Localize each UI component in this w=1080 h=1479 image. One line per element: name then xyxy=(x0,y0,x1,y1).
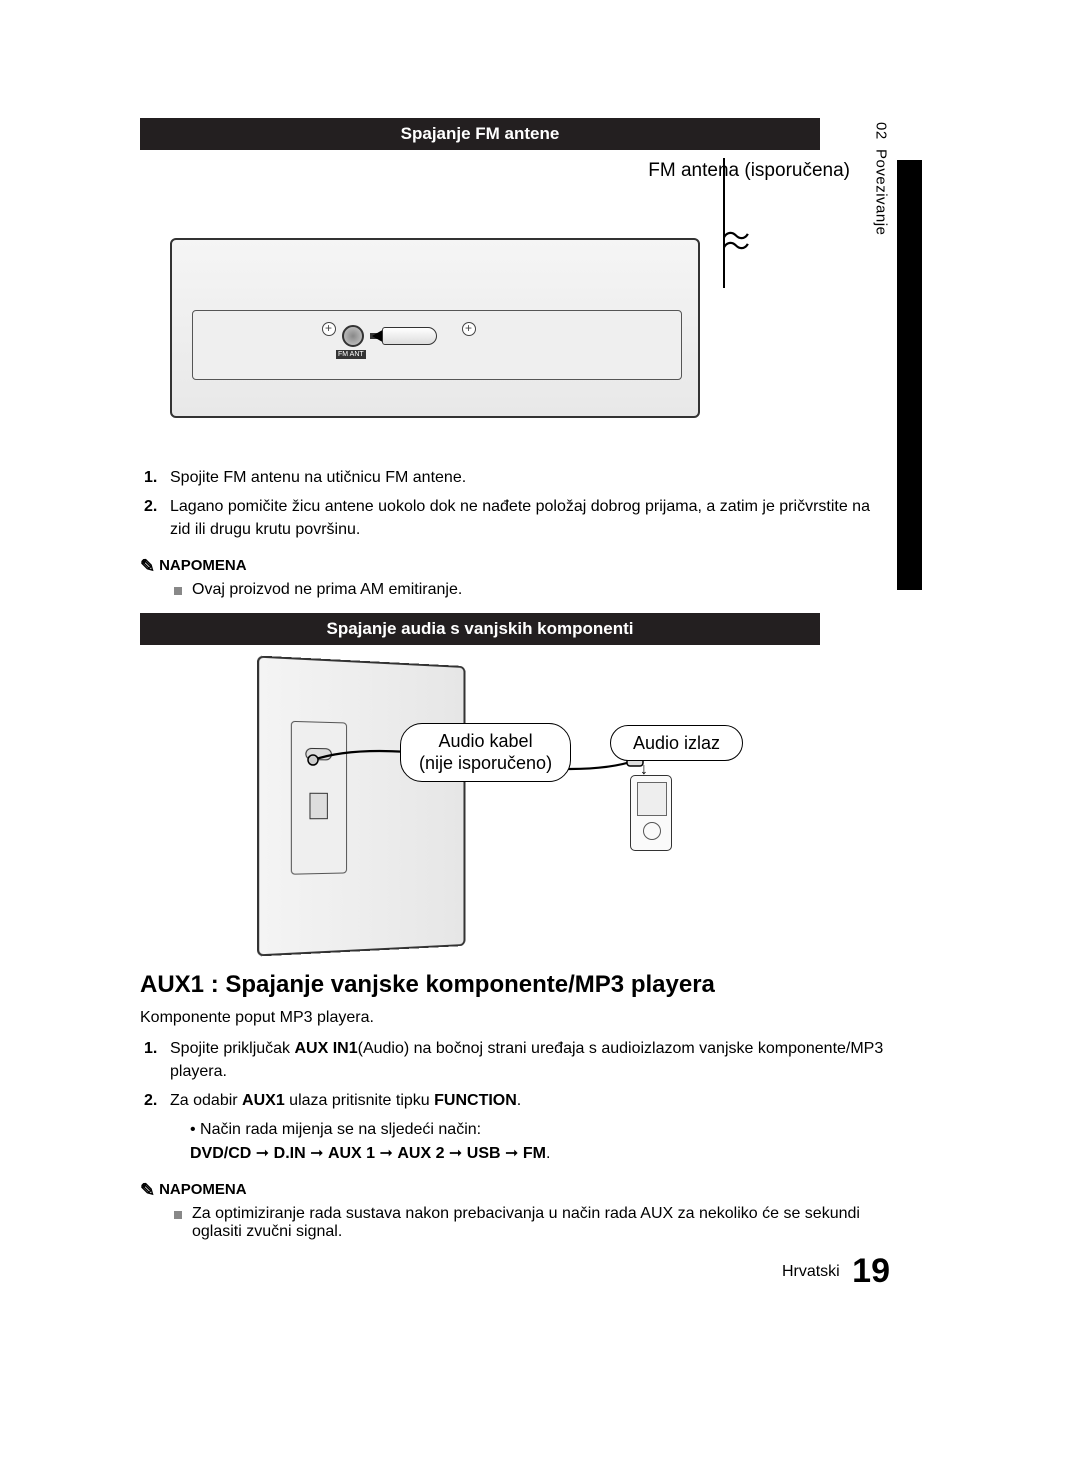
bullet-dot-icon xyxy=(190,1121,200,1138)
note-label: NAPOMENA xyxy=(159,1181,247,1198)
step-number: 2. xyxy=(144,495,170,541)
note-icon: ✎ xyxy=(140,1180,155,1200)
step-number: 2. xyxy=(144,1089,170,1112)
mp3-wheel xyxy=(643,822,661,840)
note-label: NAPOMENA xyxy=(159,557,247,574)
screw-icon xyxy=(322,322,336,336)
callout-audio-cable: Audio kabel (nije isporučeno) xyxy=(400,723,571,782)
device-panel xyxy=(192,310,682,380)
section2-title-bar: Spajanje audia s vanjskih komponenti xyxy=(140,613,820,645)
device-rear-illustration: FM ANT xyxy=(170,238,700,418)
figure-aux-connection: Audio kabel (nije isporučeno) Audio izla… xyxy=(140,655,820,955)
callout-line2: (nije isporučeno) xyxy=(419,753,552,773)
callout-line1: Audio kabel xyxy=(439,731,533,751)
footer-page-number: 19 xyxy=(852,1252,890,1290)
page-footer: Hrvatski 19 xyxy=(782,1252,890,1291)
step-number: 1. xyxy=(144,1037,170,1083)
section1-steps: 1.Spojite FM antenu na utičnicu FM anten… xyxy=(144,466,890,542)
note-text: Za optimiziranje rada sustava nakon preb… xyxy=(192,1205,890,1241)
note-heading: ✎NAPOMENA xyxy=(140,1180,890,1201)
list-item: 2. Za odabir AUX1 ulaza pritisnite tipku… xyxy=(144,1089,890,1112)
step-text: Lagano pomičite žicu antene uokolo dok n… xyxy=(170,495,890,541)
bullet-square-icon xyxy=(174,587,182,595)
callout-audio-out: Audio izlaz xyxy=(610,725,743,762)
fm-antenna-port xyxy=(342,325,364,347)
antenna-wave-icon: 〜〜 xyxy=(722,232,750,252)
list-item: 2.Lagano pomičite žicu antene uokolo dok… xyxy=(144,495,890,541)
aux1-heading: AUX1 : Spajanje vanjske komponente/MP3 p… xyxy=(140,971,890,999)
section2-steps: 1. Spojite priključak AUX IN1(Audio) na … xyxy=(144,1037,890,1113)
footer-lang: Hrvatski xyxy=(782,1263,840,1280)
list-item: 1. Spojite priključak AUX IN1(Audio) na … xyxy=(144,1037,890,1083)
side-tab-marker xyxy=(897,160,922,590)
note-text: Ovaj proizvod ne prima AM emitiranje. xyxy=(192,581,462,599)
figure-fm-antenna: 〜〜 FM ANT xyxy=(140,188,820,448)
mode-change-note: Način rada mijenja se na sljedeći način:… xyxy=(190,1118,890,1166)
usb-slot xyxy=(309,792,327,819)
note-body: Za optimiziranje rada sustava nakon preb… xyxy=(174,1205,890,1241)
note-body: Ovaj proizvod ne prima AM emitiranje. xyxy=(174,581,890,599)
mp3-player-illustration xyxy=(630,775,672,851)
list-item: 1.Spojite FM antenu na utičnicu FM anten… xyxy=(144,466,890,489)
section1-title-bar: Spajanje FM antene xyxy=(140,118,820,150)
step-text: Spojite priključak AUX IN1(Audio) na boč… xyxy=(170,1037,890,1083)
note-heading: ✎NAPOMENA xyxy=(140,556,890,577)
page-content: Spajanje FM antene FM antena (isporučena… xyxy=(140,118,890,1241)
note-icon: ✎ xyxy=(140,556,155,576)
step-text: Spojite FM antenu na utičnicu FM antene. xyxy=(170,466,466,489)
fm-port-label: FM ANT xyxy=(336,350,366,359)
mp3-screen xyxy=(637,782,667,816)
fig1-label: FM antena (isporučena) xyxy=(140,160,890,182)
mode-line-text: Način rada mijenja se na sljedeći način: xyxy=(200,1121,481,1138)
antenna-plug xyxy=(382,327,437,345)
bullet-square-icon xyxy=(174,1211,182,1219)
device-side-illustration xyxy=(257,655,465,956)
step-number: 1. xyxy=(144,466,170,489)
screw-icon xyxy=(462,322,476,336)
step-text: Za odabir AUX1 ulaza pritisnite tipku FU… xyxy=(170,1089,521,1112)
mode-chain: DVD/CD ➞ D.IN ➞ AUX 1 ➞ AUX 2 ➞ USB ➞ FM xyxy=(190,1145,546,1162)
aux1-intro: Komponente poput MP3 playera. xyxy=(140,1009,890,1027)
